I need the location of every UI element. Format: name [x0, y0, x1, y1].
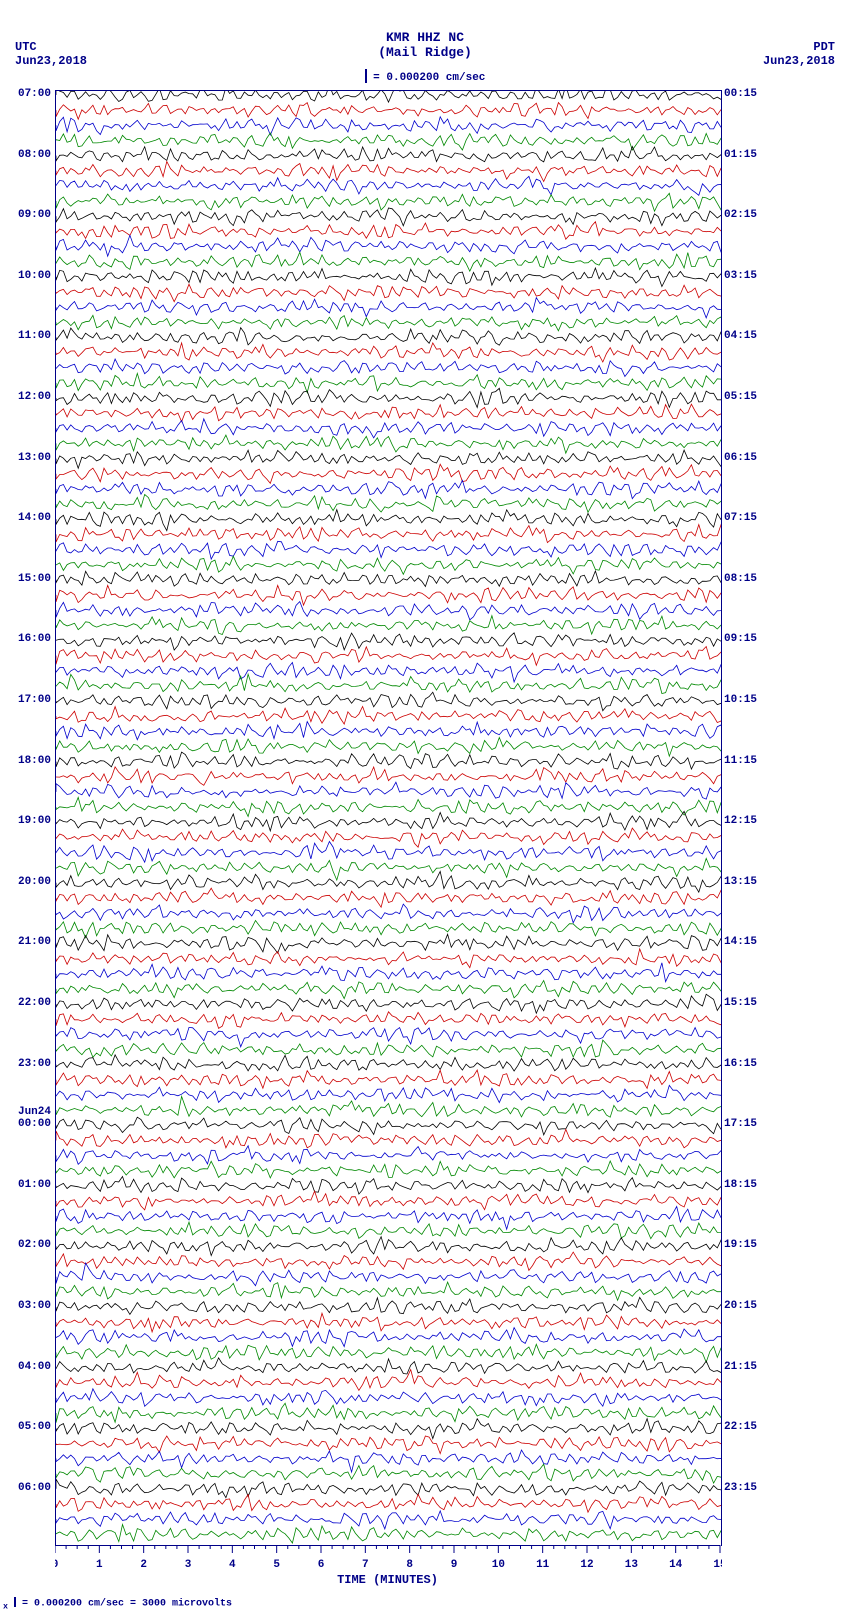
- pdt-time-label: 14:15: [724, 937, 757, 948]
- pdt-time-label: 20:15: [724, 1301, 757, 1312]
- pdt-time-label: 05:15: [724, 392, 757, 403]
- utc-time-label: 20:00: [1, 877, 51, 888]
- x-axis: 0123456789101112131415: [55, 1545, 720, 1595]
- utc-time-label: 02:00: [1, 1240, 51, 1251]
- date-break-label: Jun24: [1, 1107, 51, 1118]
- svg-text:15: 15: [713, 1559, 722, 1571]
- utc-time-label: 05:00: [1, 1422, 51, 1433]
- svg-text:8: 8: [406, 1559, 413, 1571]
- pdt-time-label: 15:15: [724, 998, 757, 1009]
- utc-time-label: 06:00: [1, 1483, 51, 1494]
- utc-time-label: 18:00: [1, 756, 51, 767]
- pdt-date-label: Jun23,2018: [763, 54, 835, 68]
- utc-time-label: 00:00: [1, 1119, 51, 1130]
- svg-text:0: 0: [55, 1559, 58, 1571]
- pdt-time-label: 07:15: [724, 513, 757, 524]
- svg-text:10: 10: [492, 1559, 505, 1571]
- utc-time-labels: 07:00 08:00 09:00 10:00 11:00 12:00 13:00 14:00…: [0, 90, 53, 1545]
- footer-scale: x = 0.000200 cm/sec = 3000 microvolts: [3, 1598, 232, 1612]
- pdt-time-label: 01:15: [724, 150, 757, 161]
- svg-text:6: 6: [318, 1559, 325, 1571]
- svg-text:5: 5: [273, 1559, 280, 1571]
- utc-time-label: 23:00: [1, 1059, 51, 1070]
- station-location: (Mail Ridge): [0, 45, 850, 60]
- utc-time-label: 10:00: [1, 271, 51, 282]
- utc-time-label: 17:00: [1, 695, 51, 706]
- svg-text:1: 1: [96, 1559, 103, 1571]
- pdt-time-label: 17:15: [724, 1119, 757, 1130]
- scale-indicator: = 0.000200 cm/sec: [0, 70, 850, 84]
- svg-text:13: 13: [625, 1559, 639, 1571]
- pdt-time-label: 00:15: [724, 89, 757, 100]
- svg-text:12: 12: [580, 1559, 593, 1571]
- utc-time-label: 03:00: [1, 1301, 51, 1312]
- utc-time-label: 13:00: [1, 453, 51, 464]
- svg-text:11: 11: [536, 1559, 550, 1571]
- svg-text:2: 2: [140, 1559, 147, 1571]
- svg-text:4: 4: [229, 1559, 236, 1571]
- utc-time-label: 08:00: [1, 150, 51, 161]
- scale-bar-icon: [365, 69, 367, 83]
- pdt-time-label: 06:15: [724, 453, 757, 464]
- pdt-time-label: 09:15: [724, 634, 757, 645]
- utc-time-label: 15:00: [1, 574, 51, 585]
- x-axis-label: TIME (MINUTES): [55, 1573, 720, 1587]
- utc-time-label: 07:00: [1, 89, 51, 100]
- pdt-time-label: 08:15: [724, 574, 757, 585]
- svg-text:3: 3: [185, 1559, 192, 1571]
- utc-time-label: 19:00: [1, 816, 51, 827]
- utc-time-label: 12:00: [1, 392, 51, 403]
- pdt-time-label: 02:15: [724, 210, 757, 221]
- pdt-time-label: 12:15: [724, 816, 757, 827]
- utc-time-label: 14:00: [1, 513, 51, 524]
- station-code: KMR HHZ NC: [0, 30, 850, 45]
- pdt-time-label: 22:15: [724, 1422, 757, 1433]
- utc-time-label: 11:00: [1, 331, 51, 342]
- pdt-time-label: 13:15: [724, 877, 757, 888]
- footer-scale-text: = 0.000200 cm/sec = 3000 microvolts: [16, 1599, 232, 1610]
- svg-text:7: 7: [362, 1559, 369, 1571]
- pdt-time-label: 21:15: [724, 1362, 757, 1373]
- utc-time-label: 16:00: [1, 634, 51, 645]
- utc-time-label: 22:00: [1, 998, 51, 1009]
- pdt-time-label: 23:15: [724, 1483, 757, 1494]
- pdt-time-label: 18:15: [724, 1180, 757, 1191]
- pdt-time-labels: 00:15 01:15 02:15 03:15 04:15 05:15 06:15 07:15…: [722, 90, 842, 1545]
- utc-time-label: 01:00: [1, 1180, 51, 1191]
- seismogram-container: UTC Jun23,2018 KMR HHZ NC (Mail Ridge) P…: [0, 0, 850, 1613]
- pdt-time-label: 19:15: [724, 1240, 757, 1251]
- helicorder-plot: [55, 90, 722, 1546]
- pdt-time-label: 16:15: [724, 1059, 757, 1070]
- utc-time-label: 09:00: [1, 210, 51, 221]
- utc-time-label: 21:00: [1, 937, 51, 948]
- svg-text:9: 9: [451, 1559, 458, 1571]
- utc-time-label: 04:00: [1, 1362, 51, 1373]
- footer-scale-bar-icon: [14, 1597, 16, 1607]
- pdt-time-label: 10:15: [724, 695, 757, 706]
- svg-text:14: 14: [669, 1559, 683, 1571]
- header-right: PDT Jun23,2018: [763, 40, 835, 68]
- pdt-time-label: 04:15: [724, 331, 757, 342]
- pdt-tz-label: PDT: [763, 40, 835, 54]
- header-center: KMR HHZ NC (Mail Ridge): [0, 30, 850, 60]
- pdt-time-label: 11:15: [724, 756, 757, 767]
- scale-value: = 0.000200 cm/sec: [367, 72, 486, 84]
- pdt-time-label: 03:15: [724, 271, 757, 282]
